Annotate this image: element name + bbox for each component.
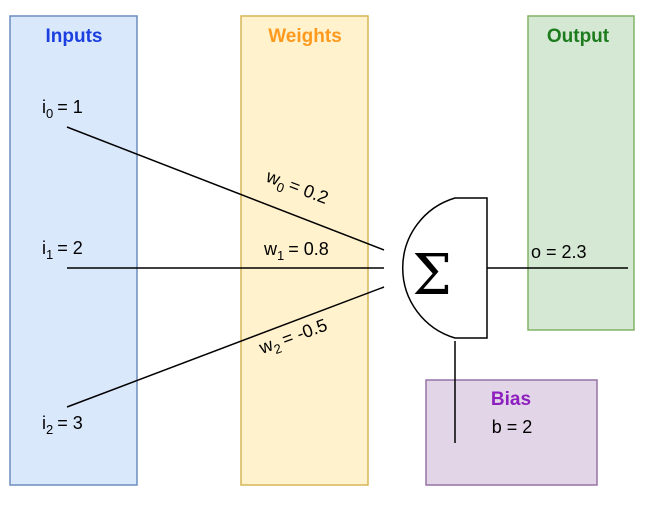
weight-label-1: w1 = 0.8 xyxy=(263,239,329,263)
weights-title: Weights xyxy=(268,26,342,47)
connection-input-2 xyxy=(66,286,385,408)
output-title: Output xyxy=(547,26,610,47)
input-label-0: i0 = 1 xyxy=(42,97,83,121)
sigma-symbol: Σ xyxy=(412,243,452,308)
bias-value: b = 2 xyxy=(492,417,533,437)
bias-title: Bias xyxy=(491,389,531,410)
inputs-title: Inputs xyxy=(46,26,103,47)
weights-panel xyxy=(240,15,369,486)
connection-input-0 xyxy=(66,126,385,251)
summation-node xyxy=(402,197,488,339)
output-label: o = 2.3 xyxy=(531,242,587,262)
output-panel xyxy=(527,15,635,331)
inputs-panel xyxy=(9,15,138,486)
input-label-2: i2 = 3 xyxy=(42,413,83,437)
input-label-1: i1 = 2 xyxy=(42,238,83,262)
